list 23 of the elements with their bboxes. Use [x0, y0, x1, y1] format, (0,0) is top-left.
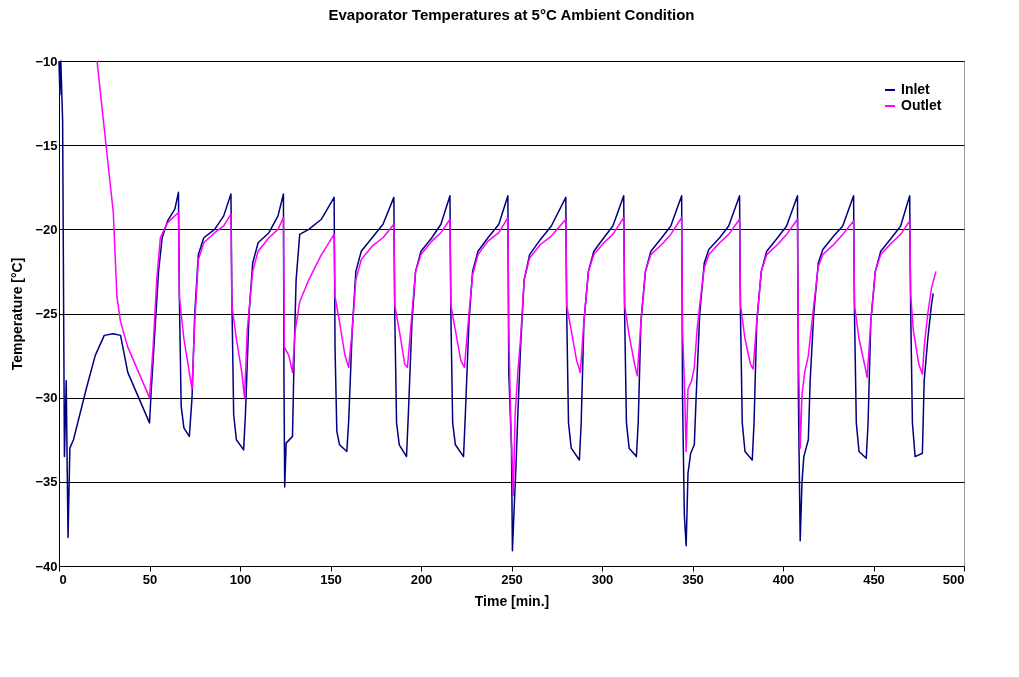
y-tick-label: −30 — [35, 390, 58, 406]
x-tick-label: 50 — [142, 571, 158, 587]
y-tick-label: −10 — [35, 53, 58, 69]
x-tick-label: 200 — [410, 571, 433, 587]
x-tick-label: 450 — [863, 571, 885, 587]
y-tick-label: −15 — [35, 137, 58, 153]
x-tick-label: 250 — [501, 571, 523, 587]
y-axis-title: Temperature [°C] — [9, 257, 26, 371]
y-tick-label: −25 — [35, 306, 58, 321]
chart-title: Evaporator Temperatures at 5°C Ambient Condition — [328, 6, 695, 23]
y-tick-label: −20 — [35, 221, 58, 237]
x-tick-label: 150 — [320, 571, 342, 587]
y-tick-label: −40 — [35, 558, 58, 574]
x-tick-label: 400 — [772, 571, 795, 587]
x-tick-label: 100 — [229, 571, 252, 587]
x-tick-label: 500 — [942, 571, 965, 587]
x-tick-label: 300 — [591, 571, 614, 587]
x-tick-label: 350 — [682, 571, 704, 587]
legend-label: Inlet — [901, 81, 931, 97]
x-tick-label: 0 — [59, 571, 67, 587]
x-axis-title: Time [min.] — [474, 592, 550, 609]
y-tick-label: −35 — [35, 474, 58, 490]
legend-label: Outlet — [901, 97, 942, 113]
